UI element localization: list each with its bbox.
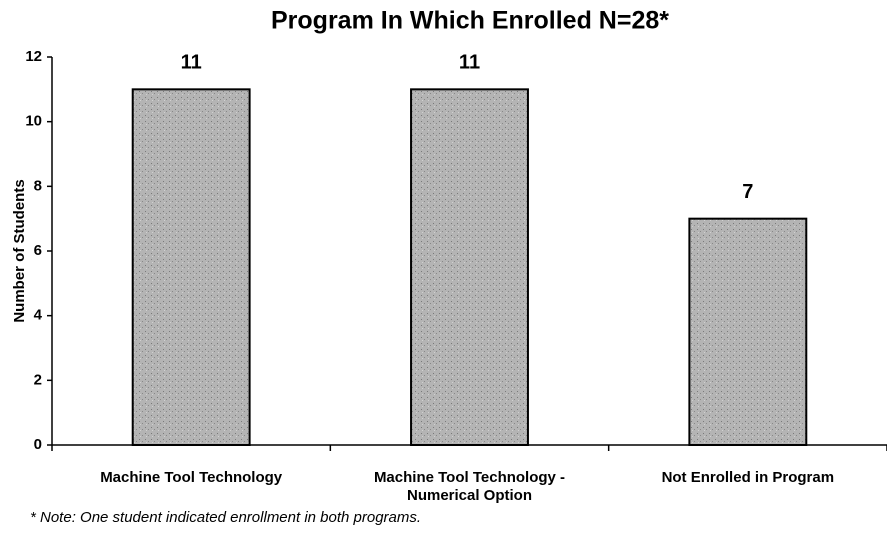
note: * Note: One student indicated enrollment… [30, 509, 421, 526]
x-tick-label: Machine Tool Technology [100, 469, 283, 486]
y-tick-label: 12 [25, 48, 42, 65]
value-label: 11 [181, 52, 202, 74]
value-label: 11 [459, 52, 480, 74]
y-tick-label: 0 [34, 436, 42, 453]
bar [131, 88, 251, 446]
chart-title: Program In Which Enrolled N=28* [271, 7, 669, 35]
x-tick-label: Machine Tool Technology -Numerical Optio… [374, 469, 565, 504]
x-tick-label: Not Enrolled in Program [662, 469, 835, 486]
y-tick-label: 6 [34, 242, 42, 259]
y-tick-label: 8 [34, 177, 42, 194]
y-axis-label: Number of Students [11, 179, 28, 322]
value-label: 7 [742, 181, 753, 203]
y-tick-label: 4 [34, 307, 43, 324]
y-tick-label: 2 [34, 371, 42, 388]
bar [688, 217, 808, 446]
bar [410, 88, 529, 446]
y-tick-label: 10 [25, 113, 42, 130]
